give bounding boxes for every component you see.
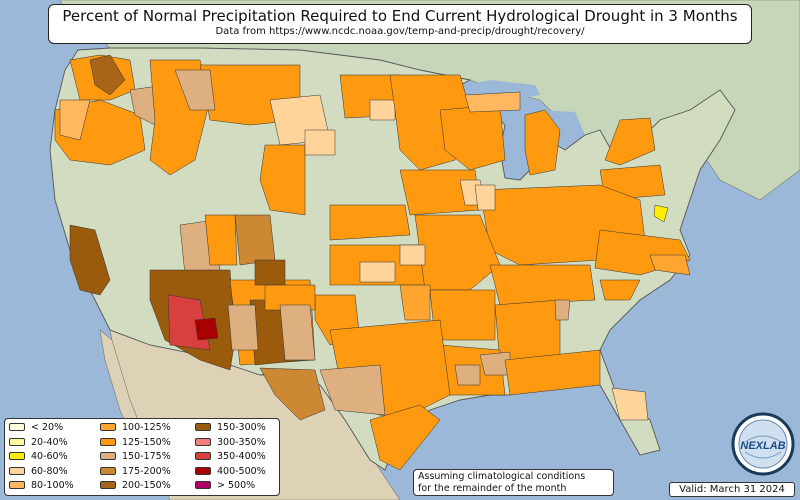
region-co-orange [264,284,316,311]
title-box: Percent of Normal Precipitation Required… [48,4,752,44]
lake-michigan [500,120,520,180]
region-mo-light [399,244,426,266]
region-tx-south [369,404,441,471]
legend-item: 350-400% [195,451,266,463]
legend-item: 125-150% [100,437,171,449]
region-ohio-light [474,184,496,211]
valid-date: Valid: March 31 2024 [669,482,795,497]
legend-label: 100-125% [122,422,171,433]
logo-text: NEXLAB [740,440,785,452]
legend-label: 40-60% [31,451,68,462]
legend-label: 350-400% [217,451,266,462]
assumption-note: Assuming climatological conditions for t… [413,469,614,496]
region-co-brown [254,259,286,286]
legend-swatch [195,423,211,431]
region-az-darkred [194,317,219,341]
region-co-tan [279,304,316,361]
region-md-yellow [653,204,669,223]
legend-label: < 20% [31,422,64,433]
region-florida-light [611,387,649,421]
legend-label: 150-175% [122,451,171,462]
legend-item: 60-80% [9,466,68,478]
legend-swatch [100,452,116,460]
legend-swatch [9,452,25,460]
region-ut-orange [204,214,238,266]
legend: < 20% 20-40% 40-60% 60-80% 80-100% 100-125% 12… [4,418,280,496]
legend-item: < 20% [9,422,63,434]
legend-swatch [100,466,116,475]
map-subtitle: Data from https://www.ncdc.noaa.gov/temp… [215,26,585,37]
region-tx-brown [259,367,326,421]
legend-item: 40-60% [9,451,68,463]
region-pnw-4 [59,99,91,141]
region-tn [489,264,596,306]
legend-item: 200-150% [100,480,171,492]
nexlab-logo-icon: NEXLAB [731,412,795,476]
region-california-brown [69,224,111,296]
legend-swatch [9,423,25,431]
legend-item: 400-500% [195,466,266,478]
legend-label: > 500% [217,480,256,491]
assumption-line-1: Assuming climatological conditions [418,471,586,482]
region-ne [329,204,411,241]
legend-swatch [195,452,211,460]
legend-item: 100-125% [100,422,171,434]
legend-item: > 500% [195,480,255,492]
region-mi-up [464,91,521,113]
legend-swatch [100,481,116,489]
legend-swatch [9,437,25,446]
legend-swatch [100,423,116,431]
map-title: Percent of Normal Precipitation Required… [62,7,738,25]
region-gulf-coast [504,349,601,396]
legend-label: 125-150% [122,436,171,448]
region-sc [599,279,641,301]
legend-label: 60-80% [31,465,68,477]
region-mi [524,109,561,176]
region-ut-brown [234,214,276,266]
legend-item: 150-300% [195,422,266,434]
legend-swatch [9,466,25,475]
legend-label: 400-500% [217,465,266,477]
legend-label: 150-300% [217,422,266,433]
legend-swatch [195,466,211,475]
region-sd-light [304,129,336,156]
region-ks-light [359,261,396,283]
legend-label: 80-100% [31,480,74,491]
region-al-tan [554,299,571,321]
legend-item: 150-175% [100,451,171,463]
legend-label: 300-350% [217,436,266,448]
region-nm-tan [227,304,259,351]
legend-label: 20-40% [31,436,68,448]
legend-item: 175-200% [100,466,171,478]
legend-swatch [9,481,25,489]
region-ny [604,117,656,166]
legend-swatch [195,437,211,446]
legend-label: 175-200% [122,465,171,477]
region-tx-tan [319,364,386,416]
legend-item: 300-350% [195,437,266,449]
region-mo [414,214,501,291]
region-montana-tan [174,69,216,111]
region-wyoming [259,144,306,216]
legend-swatch [100,437,116,446]
legend-label: 200-150% [122,480,171,491]
assumption-line-2: for the remainder of the month [418,483,567,494]
region-nc-coast [649,254,691,276]
region-la-tan [454,364,481,386]
region-nd-light [369,99,396,121]
legend-item: 80-100% [9,480,74,492]
region-ok [399,284,431,321]
legend-swatch [195,481,211,489]
legend-item: 20-40% [9,437,68,449]
region-pnw-2 [89,54,126,96]
